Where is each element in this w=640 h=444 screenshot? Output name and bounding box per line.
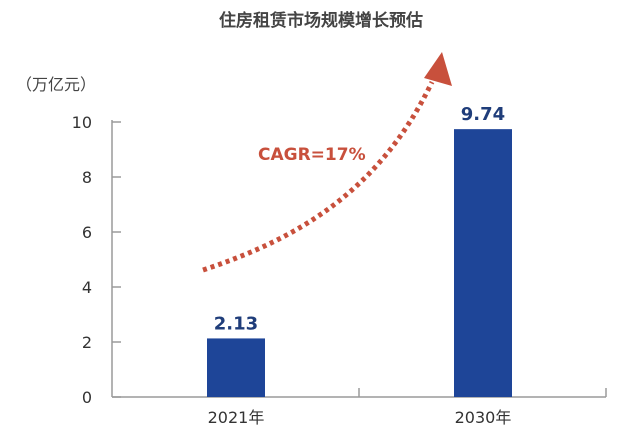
- data-label: 2.13: [214, 313, 258, 334]
- y-tick-label: 0: [82, 388, 92, 407]
- x-category-label: 2021年: [208, 408, 265, 427]
- x-category-label: 2030年: [455, 408, 512, 427]
- chart-title: 住房租赁市场规模增长预估: [219, 10, 423, 31]
- y-axis-unit-label: （万亿元）: [16, 75, 96, 94]
- bar: [454, 129, 512, 397]
- trend-arrow-head: [424, 52, 452, 86]
- trend-arrow: [202, 80, 435, 273]
- x-axis: [112, 388, 607, 398]
- y-tick-label: 4: [82, 278, 92, 297]
- y-tick-label: 10: [72, 113, 92, 132]
- labels-group: 2.13 2021年 9.74 2030年: [208, 104, 512, 427]
- y-tick-label: 2: [82, 333, 92, 352]
- data-label: 9.74: [461, 104, 505, 125]
- cagr-annotation: CAGR=17%: [258, 145, 366, 165]
- y-tick-label: 6: [82, 223, 92, 242]
- y-tick-label: 8: [82, 168, 92, 187]
- bar: [207, 338, 265, 397]
- y-axis: 0 2 4 6 8 10: [72, 113, 121, 407]
- bars-group: [207, 129, 512, 397]
